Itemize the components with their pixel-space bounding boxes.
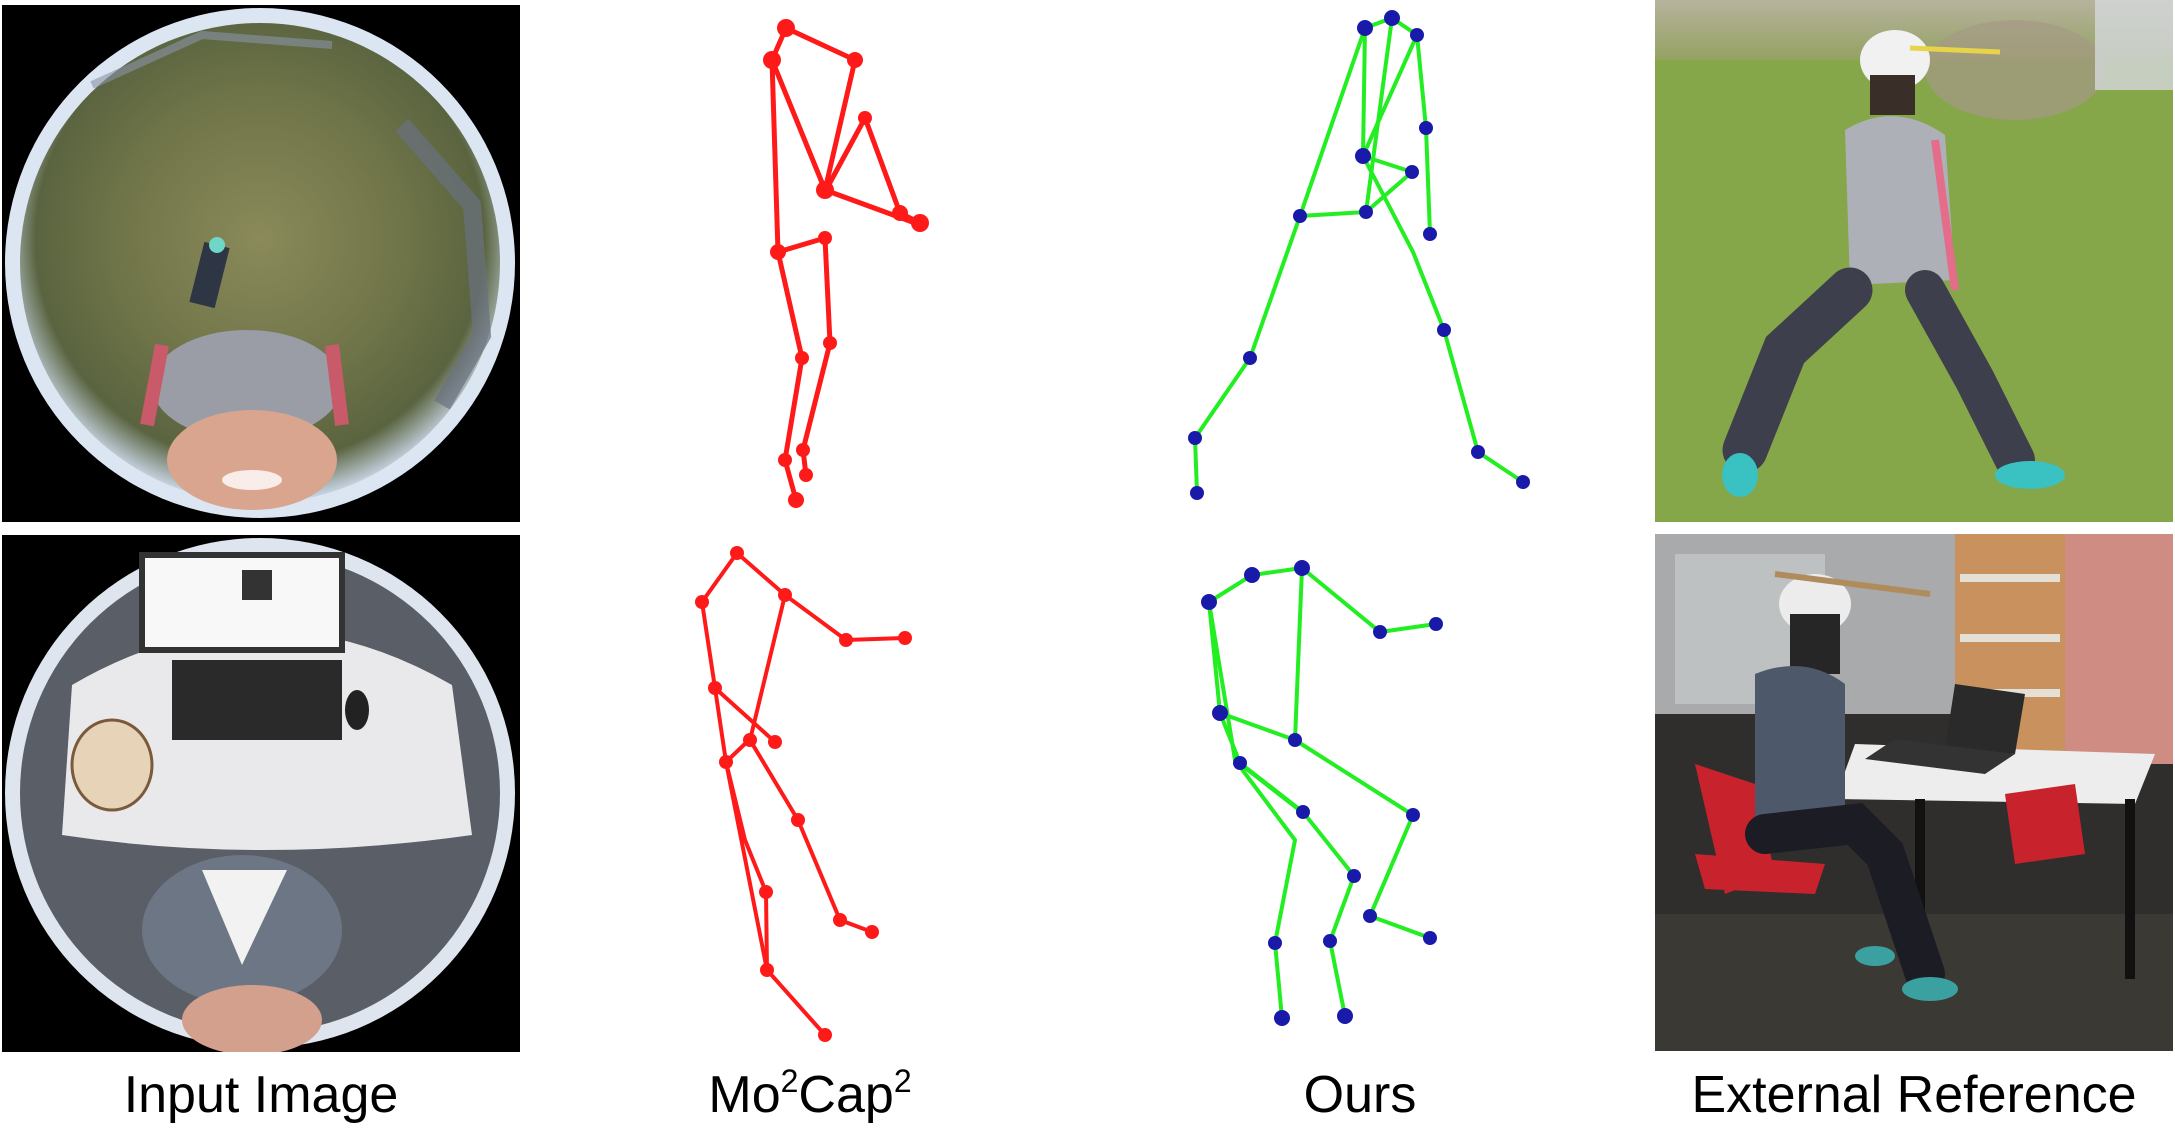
ours-skeleton-outdoor bbox=[1170, 0, 1540, 510]
caption-baseline-mo: Mo bbox=[708, 1066, 781, 1124]
fisheye-outdoor-photo bbox=[2, 5, 520, 522]
input-image-outdoor bbox=[2, 5, 520, 522]
caption-input-image-text: Input Image bbox=[123, 1066, 399, 1124]
ours-skeleton-indoor-svg bbox=[1201, 560, 1443, 1026]
baseline-skeleton-indoor bbox=[670, 530, 940, 1050]
reference-image-outdoor bbox=[1655, 0, 2173, 522]
input-image-indoor bbox=[2, 535, 520, 1052]
baseline-skeleton-indoor-svg bbox=[695, 546, 912, 1042]
caption-ours: Ours bbox=[1220, 1065, 1500, 1125]
indoor-reference-photo bbox=[1655, 534, 2173, 1051]
ours-skeleton-indoor bbox=[1190, 550, 1460, 1030]
caption-baseline: Mo2Cap2 bbox=[640, 1065, 980, 1125]
caption-external-reference-text: External Reference bbox=[1691, 1066, 2137, 1124]
baseline-skeleton-outdoor bbox=[690, 0, 970, 520]
caption-input-image: Input Image bbox=[2, 1065, 520, 1125]
caption-external-reference: External Reference bbox=[1655, 1065, 2173, 1125]
ours-skeleton-outdoor-svg bbox=[1188, 10, 1530, 500]
outdoor-reference-photo bbox=[1655, 0, 2173, 522]
caption-ours-text: Ours bbox=[1303, 1066, 1417, 1124]
fisheye-indoor-photo bbox=[2, 535, 520, 1052]
reference-image-indoor bbox=[1655, 534, 2173, 1051]
caption-baseline-sup-2: 2 bbox=[893, 1063, 912, 1099]
baseline-skeleton-outdoor-svg bbox=[763, 19, 929, 508]
caption-baseline-cap: Cap bbox=[798, 1066, 894, 1124]
caption-baseline-sup-1: 2 bbox=[780, 1063, 799, 1099]
